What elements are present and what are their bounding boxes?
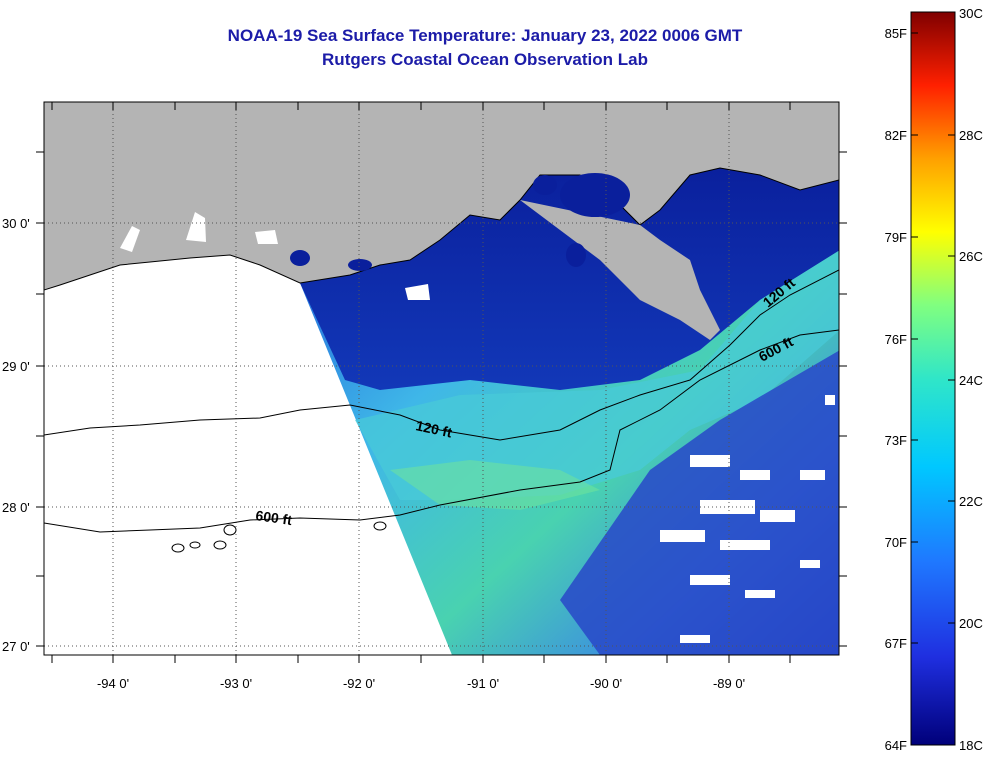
axis-ticks [36, 102, 847, 663]
lon-label: -92 0' [343, 676, 375, 691]
contour-islands [171, 521, 387, 553]
colorbar-ticks [911, 32, 955, 644]
offshore-water [560, 350, 839, 655]
colorbar-f-label: 64F [885, 738, 907, 753]
colorbar-c-label: 28C [959, 128, 983, 143]
colorbar-f-label: 82F [885, 128, 907, 143]
colorbar-c-label: 20C [959, 616, 983, 631]
colorbar-f-label: 67F [885, 636, 907, 651]
lon-label: -94 0' [97, 676, 129, 691]
land-mass [44, 102, 839, 291]
contour-label-600ft-west: 600 ft [255, 507, 294, 528]
colorbar-f-label: 85F [885, 26, 907, 41]
colorbar-c-label: 24C [959, 373, 983, 388]
contour-120ft [44, 269, 839, 441]
lon-label: -89 0' [713, 676, 745, 691]
lon-label: -90 0' [590, 676, 622, 691]
lat-label: 28 0' [2, 500, 30, 515]
lat-label: 27 0' [2, 639, 30, 654]
contour-600ft [44, 329, 839, 533]
lat-label: 29 0' [2, 359, 30, 374]
contour-label-120ft-west: 120 ft [414, 417, 453, 440]
colorbar-c-label: 22C [959, 494, 983, 509]
colorbar-f-label: 70F [885, 535, 907, 550]
grid-lines [44, 102, 839, 655]
colorbar-f-label: 73F [885, 433, 907, 448]
lon-label: -91 0' [467, 676, 499, 691]
delta-land [520, 200, 720, 340]
land-lakes [120, 212, 430, 300]
colorbar-f-label: 76F [885, 332, 907, 347]
cloud-patches [660, 395, 835, 643]
colorbar-c-label: 30C [959, 6, 983, 21]
colorbar-c-label: 26C [959, 249, 983, 264]
warm-band [355, 250, 839, 500]
map-subtitle: Rutgers Coastal Ocean Observation Lab [322, 50, 648, 69]
land-bays [290, 173, 630, 271]
map-title: NOAA-19 Sea Surface Temperature: January… [227, 26, 743, 45]
map-frame [43, 101, 840, 656]
colorbar-scale [910, 11, 956, 746]
colorbar-f-label: 79F [885, 230, 907, 245]
green-patch [390, 460, 600, 510]
lon-label: -93 0' [220, 676, 252, 691]
lat-label: 30 0' [2, 216, 30, 231]
colorbar-c-label: 18C [959, 738, 983, 753]
